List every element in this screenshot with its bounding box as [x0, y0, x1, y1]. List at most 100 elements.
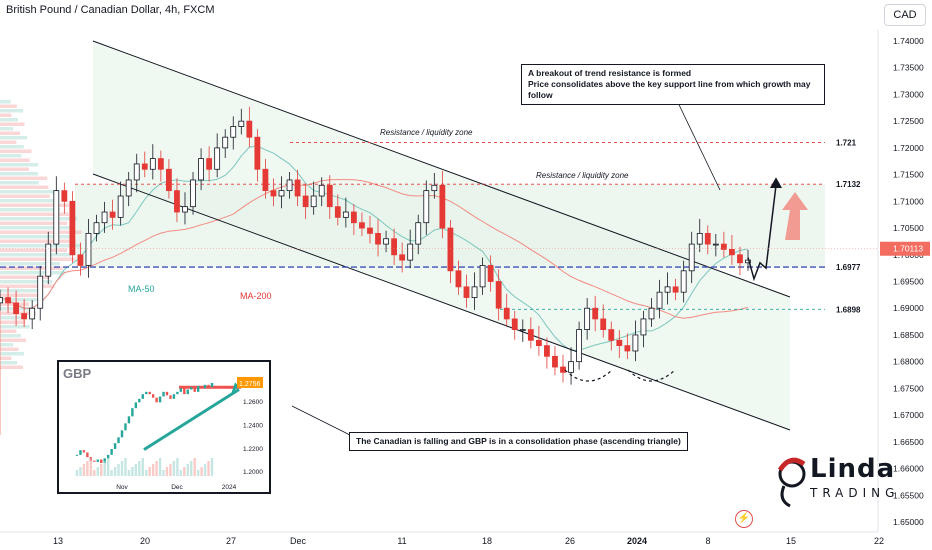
inset-candle — [124, 423, 127, 431]
inset-volume — [75, 470, 79, 476]
volume-profile-bar — [0, 226, 75, 230]
candle-body — [190, 179, 196, 208]
logo-line2: TRADING — [810, 486, 900, 500]
candle-body — [125, 179, 132, 197]
y-tick-label: 1.68000 — [893, 357, 924, 367]
candle-body — [680, 270, 687, 293]
volume-profile-bar — [0, 212, 69, 216]
x-axis: 13 20 27 Dec 11 18 26 2024 8 15 22 — [0, 531, 884, 546]
candle-body — [383, 238, 389, 245]
callout-bottom-pointer — [291, 405, 353, 437]
volume-profile-bar — [0, 113, 12, 117]
y-tick-label: 1.65000 — [893, 517, 924, 527]
candle-body — [294, 179, 301, 197]
ma50-label: MA-50 — [128, 284, 155, 294]
inset-trendline — [143, 388, 240, 451]
flash-icon[interactable]: ⚡ — [735, 510, 753, 528]
candle-body — [648, 307, 655, 320]
volume-profile-bar — [0, 167, 30, 171]
candle-body — [222, 136, 229, 149]
candle-body — [632, 334, 639, 352]
x-tick-label: 26 — [565, 536, 575, 546]
inset-volume — [86, 461, 89, 476]
inset-volume — [176, 458, 179, 476]
inset-volume — [183, 467, 186, 476]
candle-body — [672, 286, 679, 293]
volume-profile-bar — [0, 280, 53, 284]
inset-volume — [134, 464, 138, 476]
volume-profile-bar — [0, 172, 39, 176]
inset-volume — [193, 458, 196, 476]
moving-averages — [0, 145, 749, 435]
candle-body — [53, 190, 60, 245]
inset-candle — [200, 386, 203, 389]
x-tick-label: 11 — [397, 536, 406, 546]
inset-volume — [190, 461, 193, 476]
inset-resistance — [179, 385, 241, 389]
volume-profile-bar — [0, 145, 24, 149]
volume-profile-bar — [0, 136, 28, 140]
x-tick-label: 8 — [705, 536, 710, 546]
candle-body — [664, 286, 671, 293]
projection-arrowhead — [770, 177, 782, 188]
candle-body — [439, 184, 446, 229]
inset-volume — [203, 464, 207, 476]
currency-button[interactable]: CAD — [884, 4, 926, 26]
x-tick-label: Dec — [290, 536, 307, 546]
volume-profile-bar — [0, 104, 17, 108]
candle-body — [399, 254, 406, 261]
candle-body — [246, 120, 253, 138]
y-tick-label: 1.70500 — [893, 223, 924, 233]
inset-candle — [141, 394, 144, 399]
inset-volume — [210, 458, 214, 476]
volume-profile-bar — [0, 298, 45, 302]
inset-candle — [176, 391, 179, 395]
inset-volume — [131, 467, 134, 476]
candle-body — [37, 275, 44, 309]
inset-volume — [138, 461, 141, 476]
price-tag-label: 1.70113 — [893, 244, 923, 254]
candle-body — [262, 168, 269, 192]
inset-candle — [96, 459, 99, 462]
inset-volume — [172, 461, 176, 476]
candle-body — [391, 238, 398, 256]
candle-body — [479, 265, 486, 288]
inset-candle — [148, 391, 151, 395]
inset-candle — [203, 384, 207, 389]
candles — [0, 106, 751, 385]
candle-body — [616, 339, 623, 347]
x-tick-label: 13 — [53, 536, 63, 546]
inset-candle — [127, 416, 131, 424]
candle-body — [511, 318, 518, 330]
inset-candle — [113, 443, 117, 449]
candle-body — [729, 249, 735, 256]
volume-profile-bar — [0, 100, 11, 104]
candle-body — [334, 206, 341, 218]
inset-candle — [86, 452, 89, 458]
inset-volume — [196, 470, 200, 476]
ma50-line — [0, 145, 749, 351]
candle-body — [495, 281, 502, 309]
volume-profile-bar — [0, 329, 17, 333]
volume-profile-bar — [0, 365, 23, 369]
volume-profile-bar — [0, 140, 17, 144]
candle-body — [696, 232, 703, 245]
inset-volume — [100, 464, 103, 476]
inset-candle — [151, 394, 155, 398]
y-tick-label: 1.71000 — [893, 196, 924, 206]
logo-line1: Linda — [810, 454, 896, 484]
inset-volume — [120, 461, 124, 476]
candle-body — [310, 195, 317, 208]
inset-volume — [169, 464, 172, 476]
volume-profile-bar — [0, 230, 82, 234]
x-tick-label: 22 — [874, 536, 884, 546]
candle-body — [214, 147, 221, 170]
inset-volume — [151, 464, 155, 476]
candle-body — [69, 200, 76, 256]
volume-profile-bar — [0, 149, 32, 153]
candle-body — [342, 211, 349, 218]
candle-body — [230, 126, 237, 138]
candle-body — [0, 297, 3, 304]
inset-candle — [172, 394, 176, 399]
